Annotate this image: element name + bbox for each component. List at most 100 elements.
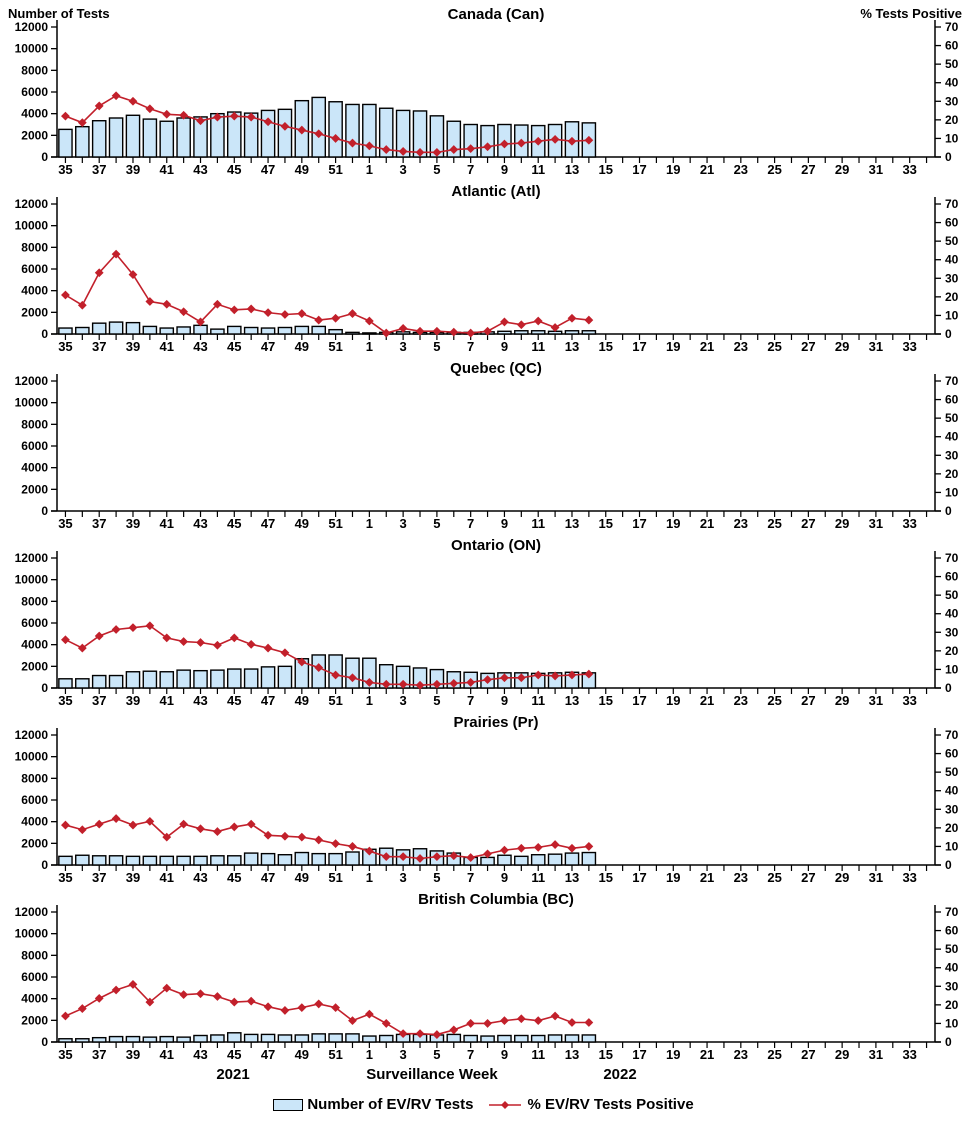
diamond-marker (550, 323, 560, 332)
x-tick-label: 41 (160, 162, 174, 177)
tests-bar (294, 851, 310, 866)
tests-bar (91, 674, 107, 689)
x-tick-label: 49 (295, 870, 309, 885)
diamond-marker (550, 671, 560, 681)
right-tick-label: 40 (945, 430, 959, 444)
x-tick-label: 33 (902, 162, 916, 177)
tests-bar (142, 670, 158, 689)
right-tick-label: 50 (945, 234, 959, 248)
diamond-marker (246, 112, 256, 122)
diamond-marker (584, 135, 594, 145)
tests-bar (362, 103, 377, 158)
tests-bar (125, 671, 141, 689)
x-tick-label: 31 (869, 1047, 883, 1062)
tests-bar (210, 328, 225, 335)
x-tick-label: 33 (902, 693, 916, 708)
left-tick-label: 8000 (21, 63, 48, 77)
x-tick-label: 45 (227, 870, 241, 885)
x-tick-label: 39 (126, 693, 140, 708)
x-tick-label: 47 (261, 1047, 275, 1062)
tests-bar (564, 330, 580, 335)
panel-chart: Ontario (ON) 0 2000 4000 6000 8000 10000 12000 0… (15, 537, 959, 708)
diamond-marker (128, 96, 138, 106)
panel-chart: Canada (Can) 0 2000 4000 6000 8000 10000 12000 0… (15, 6, 959, 177)
diamond-marker (94, 819, 104, 829)
x-tick-label: 19 (666, 1047, 680, 1062)
tests-bar (446, 1033, 462, 1043)
left-tick-label: 4000 (21, 992, 48, 1006)
x-tick-label: 33 (902, 870, 916, 885)
diamond-marker (213, 827, 222, 836)
tests-bar (497, 854, 512, 866)
diamond-marker (94, 101, 104, 111)
diamond-marker (297, 657, 307, 667)
right-tick-label: 40 (945, 607, 959, 621)
tests-bar (345, 657, 360, 689)
x-tick-label: 15 (599, 162, 613, 177)
diamond-marker (128, 623, 138, 633)
left-tick-label: 12000 (15, 20, 49, 34)
tests-bar (328, 1033, 343, 1043)
diamond-marker (229, 305, 239, 315)
x-tick-label: 9 (501, 339, 508, 354)
tests-bar (581, 1034, 597, 1043)
x-tick-label: 23 (734, 870, 748, 885)
diamond-marker (145, 997, 155, 1007)
x-tick-label: 7 (467, 693, 474, 708)
x-tick-label: 27 (801, 693, 815, 708)
x-tick-label: 39 (126, 162, 140, 177)
x-tick-label: 3 (400, 693, 407, 708)
tests-bar (75, 125, 90, 158)
diamond-marker (466, 678, 476, 687)
diamond-marker (584, 315, 594, 325)
diamond-marker (246, 996, 256, 1006)
diamond-marker (432, 147, 442, 157)
diamond-marker (364, 846, 374, 856)
diamond-marker (483, 1019, 492, 1028)
tests-bar (125, 1035, 141, 1043)
right-tick-label: 20 (945, 821, 959, 835)
left-tick-label: 4000 (21, 461, 48, 475)
tests-bar (193, 669, 208, 689)
diamond-marker (61, 290, 70, 300)
tests-bar (243, 668, 259, 689)
right-tick-label: 30 (945, 271, 959, 285)
tests-bar (159, 855, 175, 866)
diamond-marker (196, 317, 205, 327)
diamond-marker (449, 1025, 459, 1035)
x-tick-label: 23 (734, 1047, 748, 1062)
left-tick-label: 4000 (21, 638, 48, 652)
diamond-marker (77, 825, 87, 835)
left-tick-label: 12000 (15, 197, 49, 211)
x-tick-label: 31 (869, 870, 883, 885)
diamond-marker (246, 639, 256, 649)
diamond-marker (314, 129, 324, 139)
x-tick-label: 1 (366, 870, 373, 885)
diamond-marker (550, 134, 560, 144)
diamond-marker (567, 843, 577, 853)
right-tick-label: 10 (945, 485, 959, 499)
diamond-marker (567, 1018, 577, 1027)
x-tick-label: 13 (565, 339, 579, 354)
tests-bar (91, 120, 107, 158)
panel-prairies-pr: Prairies (Pr) 0 2000 4000 6000 8000 10000 12000… (0, 708, 967, 885)
left-tick-label: 10000 (15, 573, 49, 587)
tests-bar (480, 856, 495, 866)
diamond-marker (61, 820, 70, 830)
left-tick-label: 12000 (15, 551, 49, 565)
diamond-marker (179, 307, 189, 317)
tests-bar (277, 108, 293, 158)
diamond-marker (364, 678, 374, 687)
diamond-marker (331, 839, 340, 849)
tests-bar (193, 855, 208, 866)
diamond-marker (314, 315, 324, 325)
diamond-marker (584, 842, 594, 851)
tests-bar (480, 124, 495, 158)
x-tick-label: 9 (501, 693, 508, 708)
diamond-marker (449, 851, 459, 861)
x-tick-label: 19 (666, 516, 680, 531)
x-tick-label: 35 (58, 1047, 72, 1062)
diamond-marker (128, 270, 138, 279)
x-tick-label: 43 (193, 870, 207, 885)
diamond-marker (77, 643, 87, 653)
